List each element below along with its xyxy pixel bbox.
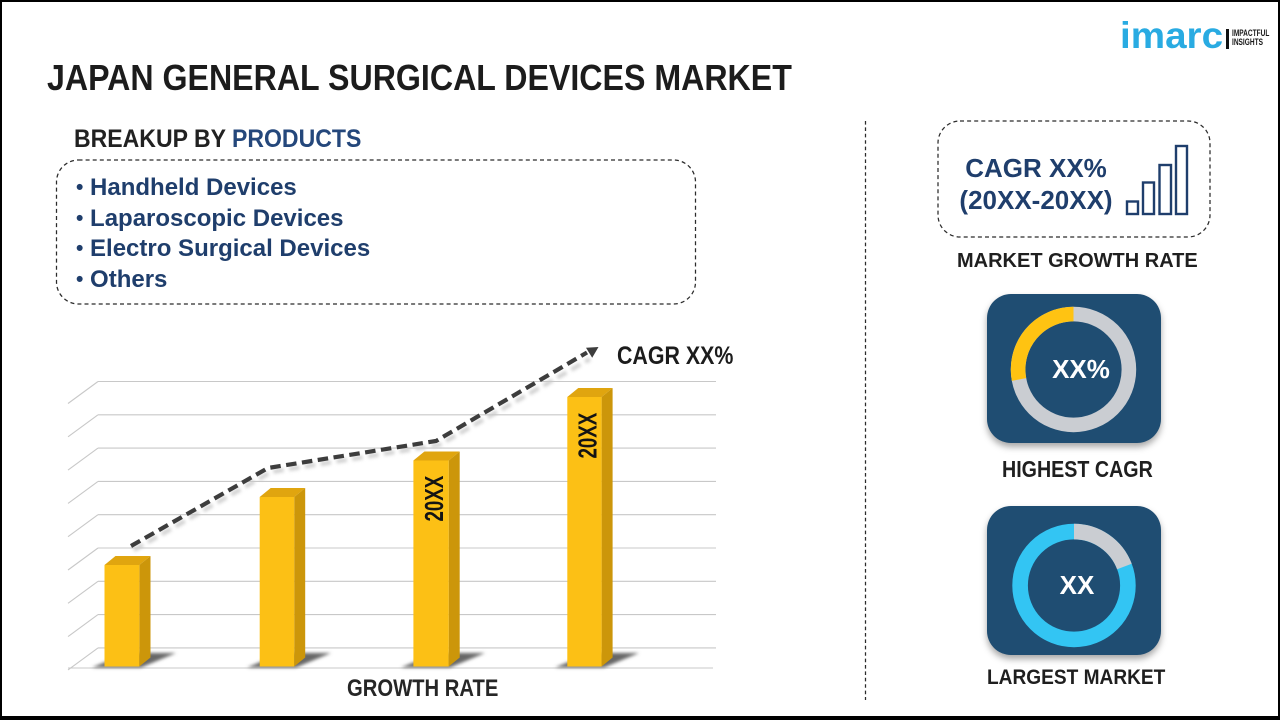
svg-text:20XX: 20XX <box>419 476 449 522</box>
svg-text:20XX: 20XX <box>572 413 602 459</box>
